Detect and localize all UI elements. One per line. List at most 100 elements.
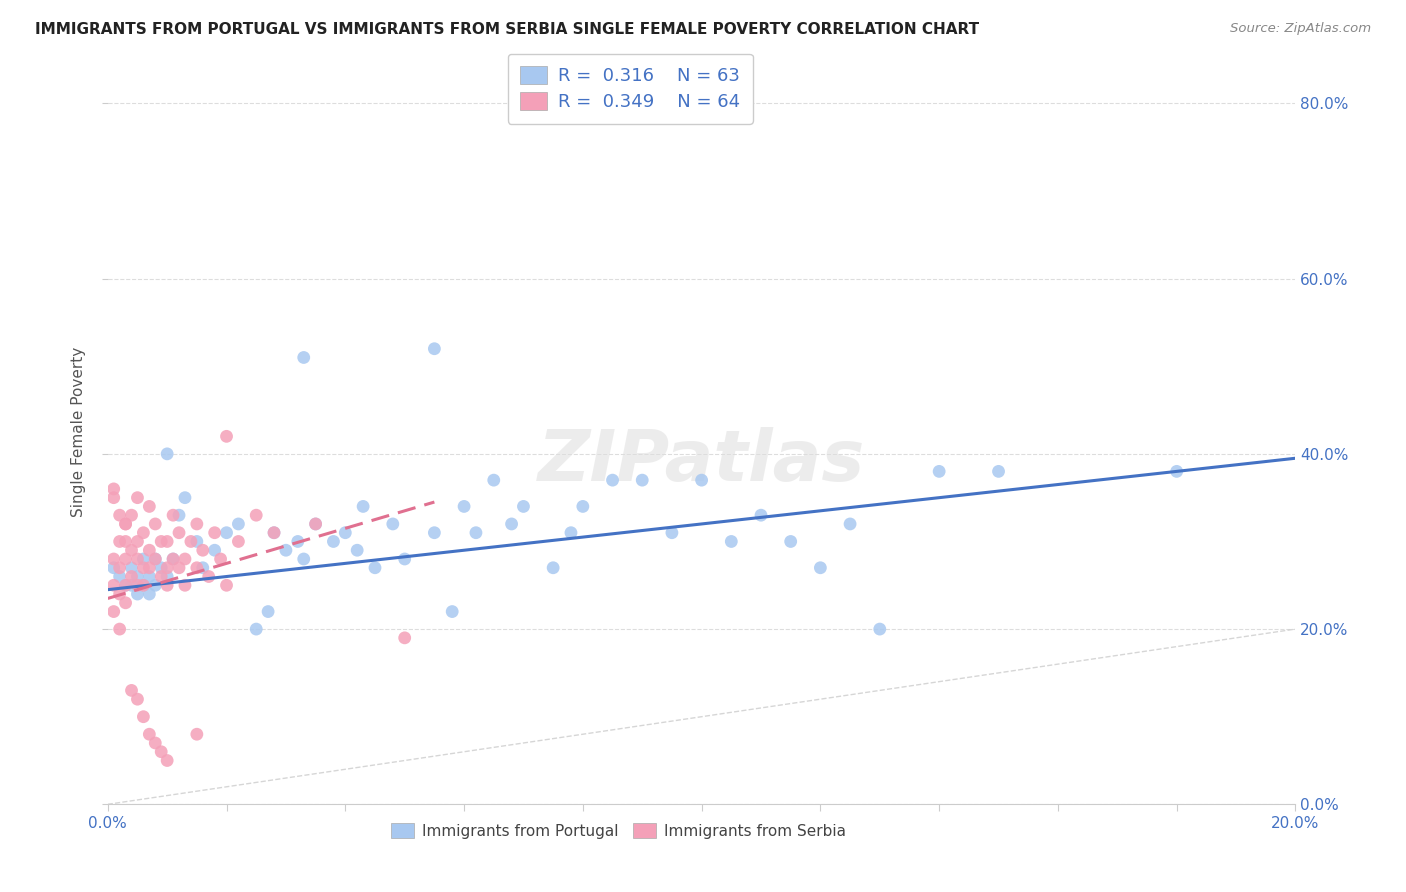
Point (127, 569, 149, 583)
Point (512, 500, 534, 514)
Point (156, 560, 179, 574)
Text: IMMIGRANTS FROM PORTUGAL VS IMMIGRANTS FROM SERBIA SINGLE FEMALE POVERTY CORRELA: IMMIGRANTS FROM PORTUGAL VS IMMIGRANTS F… (35, 22, 979, 37)
Point (690, 473, 713, 487)
Point (138, 543, 160, 558)
Point (156, 578, 179, 592)
Point (127, 587, 149, 601)
Point (186, 727, 208, 741)
Point (191, 560, 214, 574)
Point (156, 569, 179, 583)
Point (150, 560, 173, 574)
Point (108, 560, 131, 574)
Point (127, 552, 149, 566)
Point (304, 516, 326, 531)
Point (167, 525, 190, 540)
Point (108, 508, 131, 523)
Point (928, 464, 950, 478)
Point (263, 525, 285, 540)
Point (108, 534, 131, 549)
Point (150, 569, 173, 583)
Point (132, 552, 155, 566)
Point (720, 534, 742, 549)
Point (114, 516, 136, 531)
Point (779, 534, 801, 549)
Point (121, 560, 143, 574)
Point (292, 552, 315, 566)
Point (335, 525, 357, 540)
Text: Source: ZipAtlas.com: Source: ZipAtlas.com (1230, 22, 1371, 36)
Point (132, 578, 155, 592)
Point (204, 543, 226, 558)
Point (204, 525, 226, 540)
Point (108, 587, 131, 601)
Point (114, 516, 136, 531)
Point (245, 508, 267, 523)
Point (215, 525, 238, 540)
Point (180, 534, 202, 549)
Point (121, 543, 143, 558)
Point (103, 578, 125, 592)
Point (114, 552, 136, 566)
Point (167, 560, 190, 574)
Point (287, 534, 309, 549)
Point (209, 552, 232, 566)
Point (228, 516, 250, 531)
Text: ZIPatlas: ZIPatlas (538, 427, 865, 496)
Point (127, 692, 149, 706)
Point (174, 491, 197, 505)
Point (108, 569, 131, 583)
Point (162, 552, 184, 566)
Point (749, 508, 772, 523)
Point (560, 525, 582, 540)
Point (215, 429, 238, 443)
Point (292, 351, 315, 365)
Point (423, 342, 446, 356)
Point (143, 552, 166, 566)
Point (162, 508, 184, 523)
Point (114, 578, 136, 592)
Point (381, 516, 404, 531)
Point (1166, 464, 1188, 478)
Point (127, 491, 149, 505)
Y-axis label: Single Female Poverty: Single Female Poverty (72, 347, 86, 517)
Point (394, 631, 416, 645)
Point (143, 516, 166, 531)
Point (114, 578, 136, 592)
Point (322, 534, 344, 549)
Point (869, 622, 891, 636)
Point (103, 560, 125, 574)
Point (228, 534, 250, 549)
Point (132, 560, 155, 574)
Point (263, 525, 285, 540)
Point (143, 552, 166, 566)
Point (114, 534, 136, 549)
Point (423, 525, 446, 540)
Point (121, 508, 143, 523)
Point (138, 569, 160, 583)
Point (304, 516, 326, 531)
Point (215, 578, 238, 592)
Point (274, 543, 297, 558)
Point (346, 543, 368, 558)
Point (162, 552, 184, 566)
Point (197, 569, 219, 583)
Point (132, 709, 155, 723)
Point (186, 516, 208, 531)
Point (150, 534, 173, 549)
Point (156, 447, 179, 461)
Point (127, 578, 149, 592)
Point (572, 500, 595, 514)
Point (143, 736, 166, 750)
Point (482, 473, 505, 487)
Point (174, 578, 197, 592)
Point (174, 552, 197, 566)
Point (186, 534, 208, 549)
Point (143, 578, 166, 592)
Point (127, 534, 149, 549)
Point (167, 508, 190, 523)
Point (121, 683, 143, 698)
Point (501, 516, 523, 531)
Point (138, 560, 160, 574)
Point (156, 534, 179, 549)
Point (103, 491, 125, 505)
